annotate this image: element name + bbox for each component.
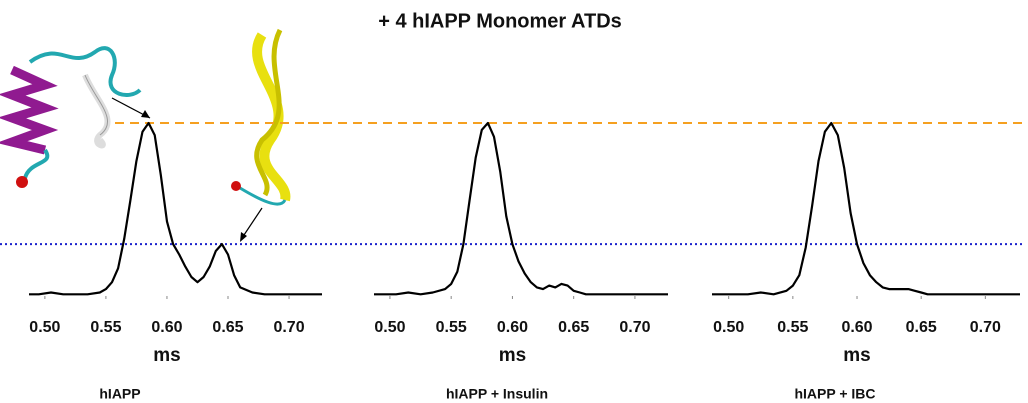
atd-line	[374, 121, 668, 296]
hairpin-structure	[231, 28, 291, 242]
x-tick-label: 0.70	[619, 319, 650, 336]
x-tick-label: 0.55	[777, 319, 808, 336]
x-tick-label: 0.50	[713, 319, 744, 336]
x-tick-label: 0.55	[436, 319, 467, 336]
x-tick-label: 0.60	[151, 319, 182, 336]
x-tick-label: 0.60	[497, 319, 528, 336]
x-axis-label: ms	[153, 345, 180, 366]
x-tick-label: 0.60	[841, 319, 872, 336]
x-tick-label: 0.65	[906, 319, 937, 336]
panel-caption: hIAPP + Insulin	[446, 386, 548, 402]
x-tick-label: 0.65	[212, 319, 243, 336]
x-tick-label: 0.50	[374, 319, 405, 336]
x-axis-label: ms	[843, 345, 870, 366]
figure-title: + 4 hIAPP Monomer ATDs	[378, 10, 622, 32]
atd-line	[29, 121, 322, 296]
helix-structure	[0, 46, 151, 188]
atd-line	[712, 121, 1020, 296]
panel-caption: hIAPP	[99, 386, 140, 402]
x-tick-label: 0.70	[273, 319, 304, 336]
x-tick-label: 0.65	[558, 319, 589, 336]
x-axis-label: ms	[499, 345, 526, 366]
panel-caption: hIAPP + IBC	[794, 386, 875, 402]
x-tick-label: 0.55	[90, 319, 121, 336]
x-tick-label: 0.50	[29, 319, 60, 336]
x-tick-label: 0.70	[970, 319, 1001, 336]
